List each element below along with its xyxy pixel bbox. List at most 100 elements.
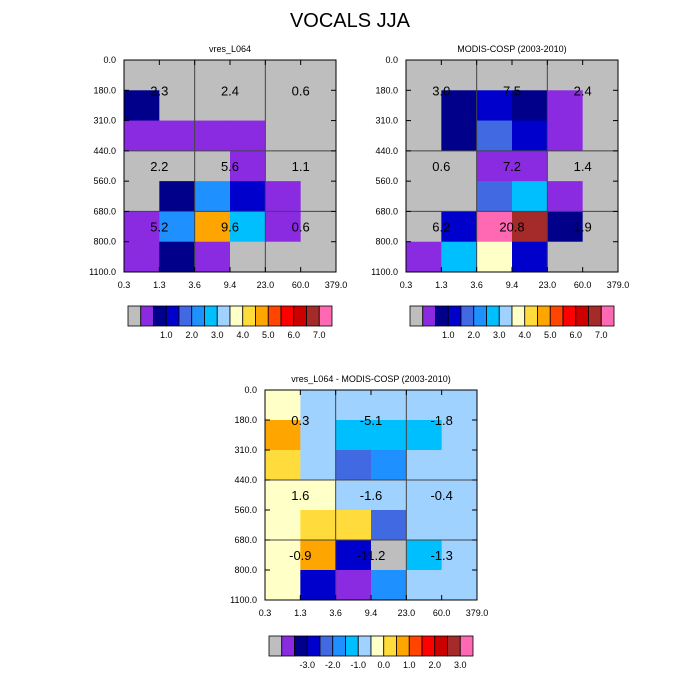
- heatmap-cell: [300, 450, 337, 481]
- heatmap-cell: [265, 60, 302, 91]
- block-value-label: -1.6: [360, 488, 382, 503]
- heatmap-cell: [441, 390, 478, 421]
- legend-swatch: [306, 635, 321, 657]
- block-value-label: -11.2: [357, 548, 386, 563]
- y-tick-label: 680.0: [234, 535, 257, 545]
- legend-label: 3.0: [211, 330, 224, 340]
- heatmap-cell: [441, 450, 478, 481]
- heatmap-cell: [371, 480, 407, 511]
- y-tick-label: 800.0: [375, 237, 398, 247]
- heatmap-cell: [406, 540, 443, 571]
- heatmap-cell: [159, 181, 196, 212]
- y-tick-label: 180.0: [93, 85, 116, 95]
- block-value-label: 3.0: [432, 83, 450, 98]
- y-tick-label: 560.0: [375, 176, 398, 186]
- heatmap-cell: [582, 181, 619, 212]
- heatmap-cell: [265, 90, 302, 121]
- heatmap-cell: [265, 570, 301, 601]
- legend-label: 5.0: [262, 330, 275, 340]
- heatmap-cell: [476, 181, 513, 212]
- block-value-label: -0.4: [430, 488, 452, 503]
- x-tick-label: 1.3: [435, 280, 448, 290]
- legend-swatch: [281, 635, 295, 657]
- heatmap-cell: [406, 181, 442, 212]
- heatmap-cell: [265, 181, 302, 212]
- heatmap-cell: [476, 241, 513, 273]
- heatmap-cell: [512, 241, 548, 273]
- heatmap-cell: [230, 60, 266, 91]
- heatmap-cell: [335, 480, 372, 511]
- heatmap-cell: [371, 420, 407, 451]
- heatmap-cell: [512, 211, 548, 243]
- heatmap-cell: [124, 241, 160, 273]
- y-tick-label: 180.0: [375, 85, 398, 95]
- y-tick-label: 1100.0: [371, 267, 398, 277]
- heatmap-cell: [124, 211, 160, 243]
- legend-swatch: [549, 305, 564, 327]
- legend-swatch: [409, 305, 424, 327]
- heatmap-cell: [265, 150, 302, 182]
- legend-swatch: [306, 305, 320, 327]
- legend-swatch: [434, 635, 448, 657]
- heatmap-cell: [300, 120, 337, 152]
- legend-label: 6.0: [569, 330, 582, 340]
- legend-swatch: [204, 305, 218, 327]
- legend-swatch: [511, 305, 526, 327]
- legend-swatch: [255, 305, 269, 327]
- legend-swatch: [383, 635, 397, 657]
- y-tick-label: 1100.0: [230, 595, 257, 605]
- legend-swatch: [459, 635, 474, 657]
- x-tick-label: 60.0: [292, 280, 310, 290]
- block-value-label: 0.3: [291, 413, 309, 428]
- heatmap-cell: [335, 420, 372, 451]
- heatmap-cell: [476, 211, 513, 243]
- block-value-label: 7.5: [503, 83, 521, 98]
- heatmap-cell: [265, 480, 301, 511]
- block-value-label: -0.9: [289, 548, 311, 563]
- x-tick-label: 23.0: [257, 280, 275, 290]
- legend-swatch: [318, 305, 333, 327]
- block-value-label: 1.9: [574, 220, 592, 235]
- page-title: VOCALS JJA: [289, 10, 411, 32]
- legend-swatch: [345, 635, 359, 657]
- block-value-label: 20.8: [499, 220, 524, 235]
- legend-label: 2.0: [428, 660, 441, 670]
- legend-label: 0.0: [377, 660, 390, 670]
- heatmap-cell: [335, 510, 372, 541]
- heatmap-cell: [406, 510, 443, 541]
- legend-swatch: [319, 635, 334, 657]
- block-value-label: 6.2: [432, 220, 450, 235]
- legend-label: 2.0: [467, 330, 480, 340]
- heatmap-cell: [441, 510, 478, 541]
- x-tick-label: 379.0: [466, 608, 489, 618]
- legend-swatch: [447, 635, 461, 657]
- legend-swatch: [537, 305, 551, 327]
- heatmap-cell: [406, 150, 442, 182]
- panel-title: MODIS-COSP (2003-2010): [457, 44, 566, 54]
- y-tick-label: 800.0: [234, 565, 257, 575]
- heatmap-cell: [441, 181, 478, 212]
- legend-swatch: [294, 635, 308, 657]
- heatmap-cell: [441, 120, 478, 152]
- heatmap-cell: [159, 60, 196, 91]
- heatmap-cell: [441, 420, 478, 451]
- x-tick-label: 23.0: [398, 608, 416, 618]
- x-tick-label: 0.3: [259, 608, 272, 618]
- heatmap-cell: [476, 120, 513, 152]
- legend-swatch: [562, 305, 577, 327]
- legend-swatch: [153, 305, 167, 327]
- heatmap-cell: [124, 60, 160, 91]
- heatmap-cell: [582, 150, 619, 182]
- block-value-label: 9.6: [221, 220, 239, 235]
- heatmap-cell: [335, 390, 372, 421]
- legend-label: 1.0: [442, 330, 455, 340]
- heatmap-cell: [371, 390, 407, 421]
- heatmap-cell: [335, 450, 372, 481]
- heatmap-cell: [547, 150, 584, 182]
- heatmap-cell: [371, 510, 407, 541]
- heatmap-cell: [406, 420, 443, 451]
- legend-swatch: [396, 635, 410, 657]
- heatmap-cell: [300, 211, 337, 243]
- heatmap-cell: [230, 120, 266, 152]
